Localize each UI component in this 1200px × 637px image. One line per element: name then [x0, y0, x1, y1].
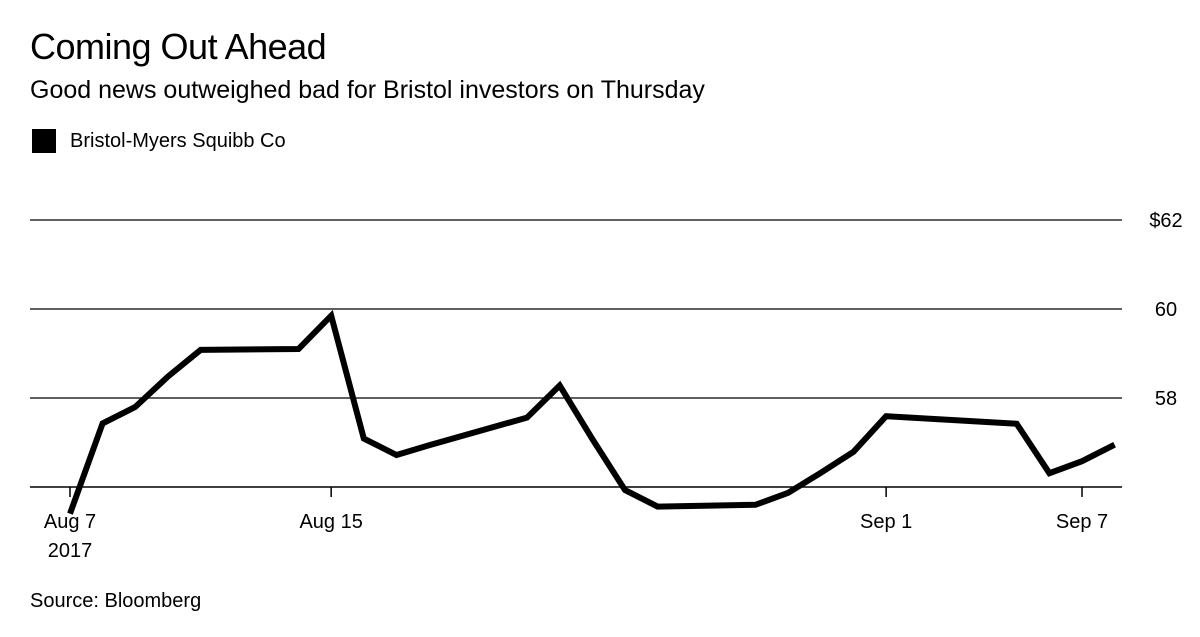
- legend-label: Bristol-Myers Squibb Co: [70, 129, 286, 152]
- legend-swatch: [32, 129, 56, 153]
- y-tick-label-62: $62: [1149, 210, 1182, 232]
- y-tick-label-60: 60: [1155, 299, 1177, 321]
- series-line-0: [67, 309, 1116, 515]
- chart-title: Coming Out Ahead: [30, 26, 327, 67]
- legend: Bristol-Myers Squibb Co: [32, 129, 286, 153]
- y-tick-label-58: 58: [1155, 388, 1177, 410]
- source-note: Source: Bloomberg: [30, 590, 202, 612]
- x-tick-sublabel-0: 2017: [48, 540, 93, 562]
- x-tick-label-3: Sep 7: [1056, 511, 1108, 533]
- x-tick-label-2: Sep 1: [860, 511, 912, 533]
- x-tick-label-0: Aug 7: [44, 511, 96, 533]
- x-tick-label-1: Aug 15: [299, 511, 362, 533]
- chart-subtitle: Good news outweighed bad for Bristol inv…: [30, 76, 705, 104]
